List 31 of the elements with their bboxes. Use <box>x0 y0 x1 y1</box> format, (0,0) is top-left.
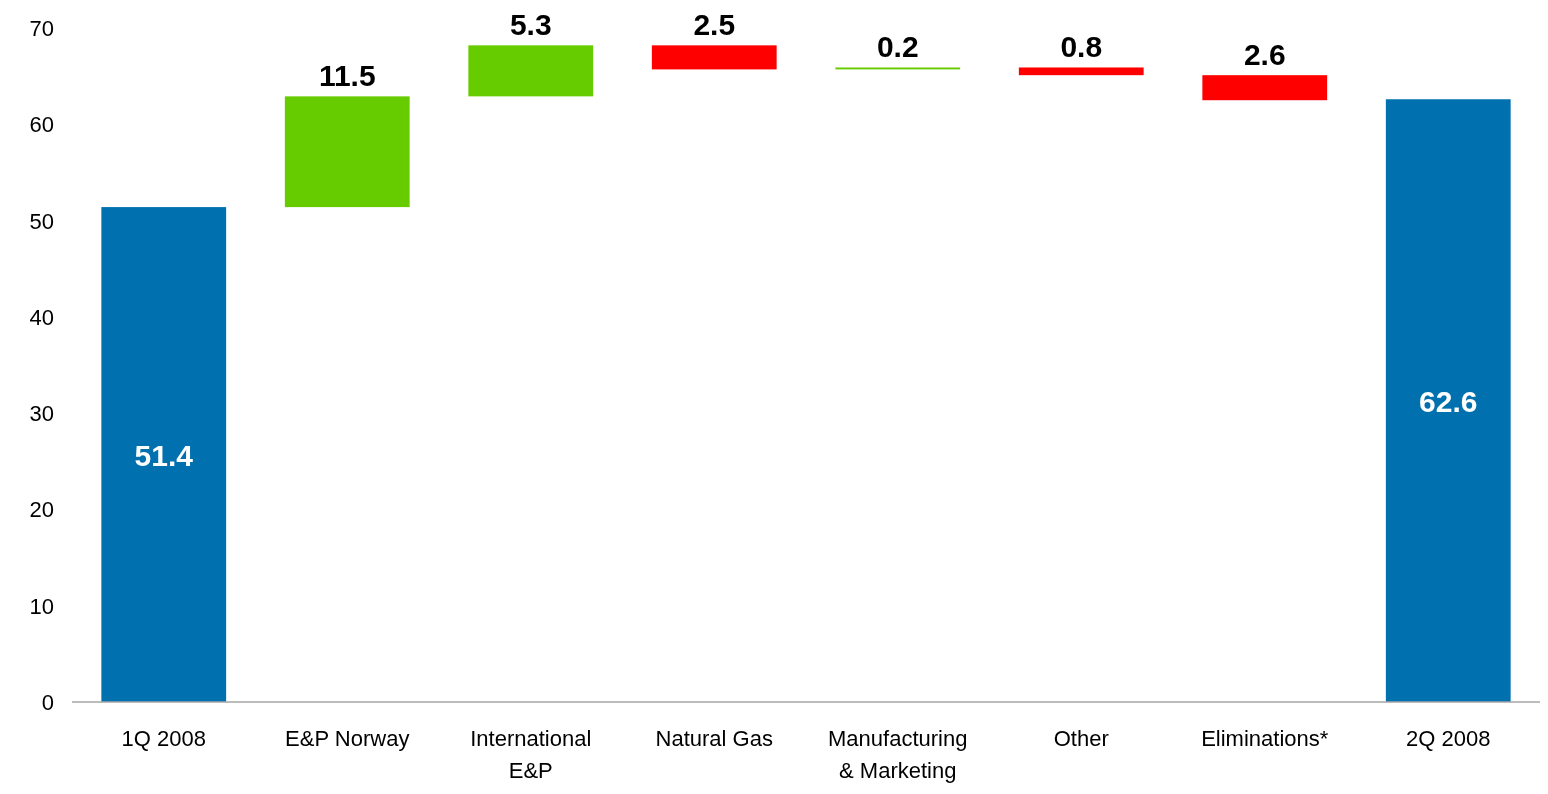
bar <box>284 96 410 208</box>
bar <box>1385 99 1511 702</box>
y-tick-label: 60 <box>29 112 54 138</box>
bar <box>651 45 777 70</box>
data-label: 2.5 <box>693 8 736 42</box>
y-tick-label: 0 <box>41 690 54 715</box>
bar <box>1202 75 1328 101</box>
y-tick-label: 10 <box>29 593 54 619</box>
x-tick-label: 2Q 2008 <box>1406 726 1491 751</box>
y-tick-label: 50 <box>29 208 54 234</box>
x-tick-label: International E&P <box>470 726 592 783</box>
data-label: 5.3 <box>509 8 552 42</box>
x-tick-label: Manufacturing & Marketing <box>828 726 968 783</box>
data-label: 2.6 <box>1243 38 1286 72</box>
bar <box>468 45 594 97</box>
data-label: 62.6 <box>1419 384 1478 418</box>
y-tick-label: 20 <box>29 497 54 523</box>
bar <box>101 207 227 702</box>
bar <box>1018 67 1144 76</box>
data-label: 51.4 <box>134 438 194 472</box>
data-label: 11.5 <box>318 59 376 93</box>
x-tick-label: 1Q 2008 <box>121 726 206 751</box>
y-tick-label: 70 <box>29 16 54 41</box>
x-tick-label: Natural Gas <box>655 726 773 751</box>
x-tick-label: Eliminations* <box>1201 726 1329 751</box>
y-tick-label: 30 <box>29 401 54 427</box>
data-label: 0.8 <box>1060 30 1103 64</box>
y-tick-label: 40 <box>29 304 54 330</box>
data-label: 0.2 <box>876 30 919 64</box>
x-tick-label: Other <box>1053 726 1109 751</box>
x-tick-label: E&P Norway <box>285 726 410 751</box>
